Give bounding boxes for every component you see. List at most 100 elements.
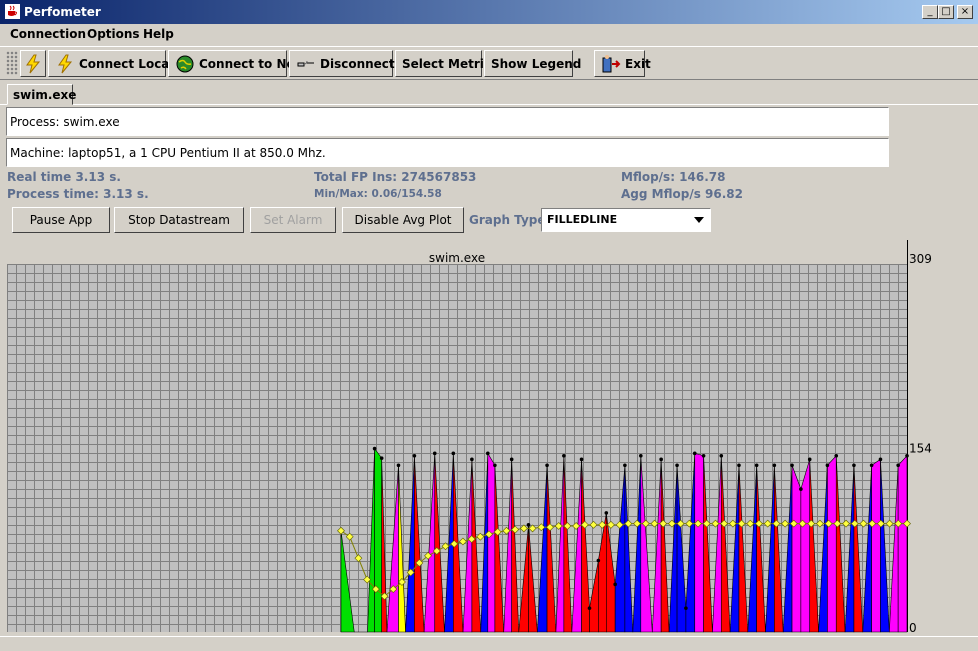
peak-point: [509, 457, 514, 462]
avg-marker: [563, 522, 572, 530]
peak-point: [596, 558, 601, 563]
avg-marker: [667, 519, 676, 528]
peak-point: [754, 463, 759, 468]
area-segment: [853, 465, 864, 633]
peak-point: [692, 451, 697, 456]
maximize-button[interactable]: □: [938, 5, 954, 19]
menu-options[interactable]: Options: [87, 27, 140, 41]
area-segment: [640, 455, 653, 633]
avg-marker: [485, 530, 493, 539]
peak-point: [878, 457, 883, 462]
total-fp-stat: Total FP Ins: 274567853: [314, 170, 477, 184]
avg-marker: [850, 519, 859, 528]
avg-marker: [876, 519, 885, 528]
area-segment: [694, 452, 704, 633]
graph-type-select[interactable]: FILLEDLINE: [541, 208, 711, 232]
avg-marker: [633, 519, 641, 528]
area-segment: [720, 455, 731, 633]
avg-marker: [694, 519, 702, 528]
avg-marker: [598, 520, 607, 529]
avg-marker: [842, 519, 850, 528]
y-tick-mid: 154: [909, 442, 932, 456]
peak-point: [684, 606, 688, 610]
plot-grid: [7, 264, 908, 632]
peak-point: [675, 463, 679, 468]
menu-help[interactable]: Help: [143, 27, 174, 41]
area-segment: [880, 459, 890, 633]
show-legend-button[interactable]: Show Legend: [484, 50, 581, 77]
y-tick-max: 309: [909, 252, 932, 266]
area-segment: [546, 465, 557, 633]
pause-app-button[interactable]: Pause App: [12, 207, 110, 233]
avg-marker: [807, 519, 816, 528]
peak-point: [825, 463, 830, 468]
peak-point: [579, 457, 584, 462]
peak-point: [604, 511, 609, 515]
avg-marker: [885, 519, 894, 528]
lightning-button[interactable]: [20, 50, 46, 77]
peak-point: [659, 457, 663, 462]
peak-point: [451, 451, 456, 456]
peak-point: [799, 487, 803, 491]
avg-marker: [894, 519, 903, 528]
title-bar: Perfometer _ □ ×: [0, 0, 978, 24]
peak-point: [852, 463, 856, 468]
avg-marker: [641, 519, 650, 528]
avg-marker: [615, 520, 624, 529]
avg-marker: [824, 519, 833, 528]
area-segment: [563, 455, 573, 633]
tab-swim-exe[interactable]: swim.exe: [7, 84, 76, 105]
tab-strip: swim.exe: [0, 82, 978, 105]
menu-connection[interactable]: Connection: [10, 27, 87, 41]
area-segment: [660, 459, 670, 633]
avg-marker: [380, 592, 389, 601]
peak-point: [639, 453, 643, 458]
avg-marker: [903, 519, 911, 528]
stop-datastream-button[interactable]: Stop Datastream: [114, 207, 244, 233]
avg-marker: [607, 520, 615, 529]
area-segment: [897, 454, 908, 633]
area-segment: [703, 455, 713, 633]
avg-marker: [546, 523, 554, 532]
avg-marker: [450, 539, 459, 548]
area-segment: [756, 465, 766, 633]
globe-icon: [176, 55, 194, 72]
exit-button[interactable]: Exit: [594, 50, 651, 77]
avg-marker: [398, 578, 406, 586]
avg-marker: [371, 585, 380, 594]
select-metric-button[interactable]: Select Metric: [395, 50, 491, 77]
area-segment: [471, 459, 482, 633]
avg-marker: [345, 532, 354, 541]
connect-net-button[interactable]: Connect to Net: [168, 50, 300, 77]
chart-title: swim.exe: [429, 251, 485, 265]
lightning-icon: [26, 54, 41, 73]
avg-marker: [868, 519, 877, 528]
peak-point: [790, 463, 794, 468]
perf-chart: swim.exe 309 154 0: [7, 240, 932, 635]
set-alarm-button[interactable]: Set Alarm: [250, 207, 336, 233]
exit-label: Exit: [625, 56, 651, 71]
minmax-stat: Min/Max: 0.06/154.58: [314, 188, 442, 200]
disable-avg-plot-button[interactable]: Disable Avg Plot: [342, 207, 464, 233]
connect-local-button[interactable]: Connect Local: [48, 50, 174, 77]
avg-marker: [781, 519, 790, 528]
area-segment: [774, 465, 784, 633]
connect-net-label: Connect to Net: [199, 56, 301, 71]
avg-marker: [659, 519, 668, 528]
toolbar-grip[interactable]: [6, 51, 18, 75]
peak-point: [896, 463, 900, 468]
area-segment: [511, 459, 520, 633]
avg-marker: [589, 520, 598, 529]
disconnect-label: Disconnect: [320, 56, 395, 71]
area-segment: [827, 454, 837, 633]
close-button[interactable]: ×: [957, 5, 973, 19]
disconnect-button[interactable]: Disconnect: [289, 50, 395, 77]
minimize-button[interactable]: _: [922, 5, 938, 19]
avg-marker: [572, 522, 581, 530]
avg-marker: [772, 519, 781, 528]
avg-marker: [441, 542, 450, 551]
peak-point: [869, 463, 874, 468]
peak-point: [545, 463, 549, 468]
avg-marker: [467, 535, 476, 544]
avg-marker: [519, 524, 528, 533]
